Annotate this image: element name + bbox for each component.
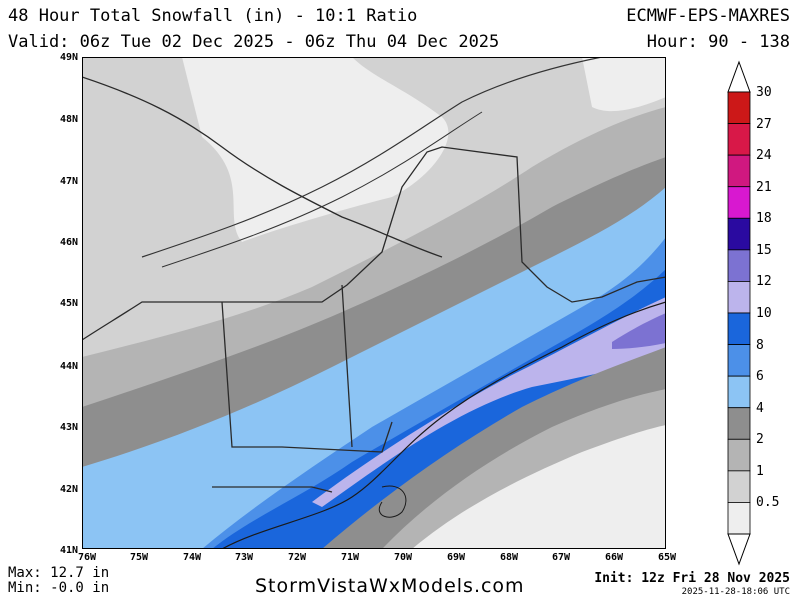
legend-label: 6 [756, 369, 764, 385]
lat-label: 43N [59, 422, 78, 433]
lat-label: 48N [59, 114, 78, 125]
legend-swatch [727, 123, 751, 156]
model-name: ECMWF-EPS-MAXRES [626, 6, 790, 26]
legend-swatch [727, 91, 751, 124]
legend-label: 1 [756, 463, 764, 479]
legend-swatch [727, 312, 751, 345]
lat-label: 41N [59, 545, 78, 556]
min-value: Min: -0.0 in [8, 580, 110, 596]
lat-label: 49N [59, 52, 78, 63]
color-legend [727, 60, 751, 566]
stats-box: Max: 12.7 in Min: -0.0 in [8, 566, 109, 596]
map-title: 48 Hour Total Snowfall (in) - 10:1 Ratio [8, 6, 418, 26]
lon-label: 74W [182, 552, 202, 563]
legend-label: 30 [756, 85, 772, 100]
lon-label: 68W [499, 552, 519, 563]
legend-swatch [727, 407, 751, 440]
legend-swatch [727, 154, 751, 188]
lon-label: 76W [77, 552, 97, 563]
lon-label: 73W [234, 552, 254, 563]
legend-label: 24 [756, 148, 772, 164]
lon-label: 67W [551, 552, 571, 563]
lat-label: 45N [59, 298, 78, 309]
legend-label: 0.5 [756, 495, 780, 511]
lon-label: 71W [340, 552, 360, 563]
lon-label: 66W [604, 552, 624, 563]
legend-label: 15 [756, 242, 772, 258]
legend-label: 2 [756, 432, 764, 448]
legend-swatch [727, 438, 751, 472]
legend-label: 4 [756, 400, 764, 416]
lon-label: 69W [446, 552, 466, 563]
legend-label: 18 [756, 211, 772, 227]
lon-label: 75W [129, 552, 149, 563]
lon-label: 70W [393, 552, 413, 563]
legend-swatch [727, 186, 751, 219]
legend-swatch [727, 502, 751, 535]
legend-swatch [727, 249, 751, 282]
lat-label: 46N [59, 237, 78, 248]
lat-label: 47N [59, 176, 78, 187]
init-time: Init: 12z Fri 28 Nov 2025 [594, 571, 790, 586]
legend-label: 8 [756, 337, 764, 353]
site-name: StormVistaWxModels.com [255, 575, 525, 597]
legend-swatch [727, 217, 751, 251]
legend-label: 27 [756, 116, 772, 132]
legend-bottom-arrow [727, 533, 751, 566]
snowfall-map [82, 57, 666, 549]
lon-label: 72W [287, 552, 307, 563]
lon-label: 65W [657, 552, 677, 563]
lat-label: 42N [59, 484, 78, 495]
forecast-hour-range: Hour: 90 - 138 [646, 32, 790, 52]
legend-top-arrow [727, 60, 751, 93]
legend-swatch [727, 470, 751, 503]
timestamp: 2025-11-28-18:06 UTC [681, 587, 790, 597]
legend-swatch [727, 344, 751, 377]
legend-label: 21 [756, 179, 772, 195]
max-value: Max: 12.7 in [8, 565, 110, 581]
legend-swatch [727, 281, 751, 314]
legend-label: 12 [756, 274, 772, 290]
legend-swatch [727, 375, 751, 409]
legend-label: 10 [756, 306, 772, 321]
lat-label: 44N [59, 361, 78, 372]
valid-period: Valid: 06z Tue 02 Dec 2025 - 06z Thu 04 … [8, 32, 500, 52]
